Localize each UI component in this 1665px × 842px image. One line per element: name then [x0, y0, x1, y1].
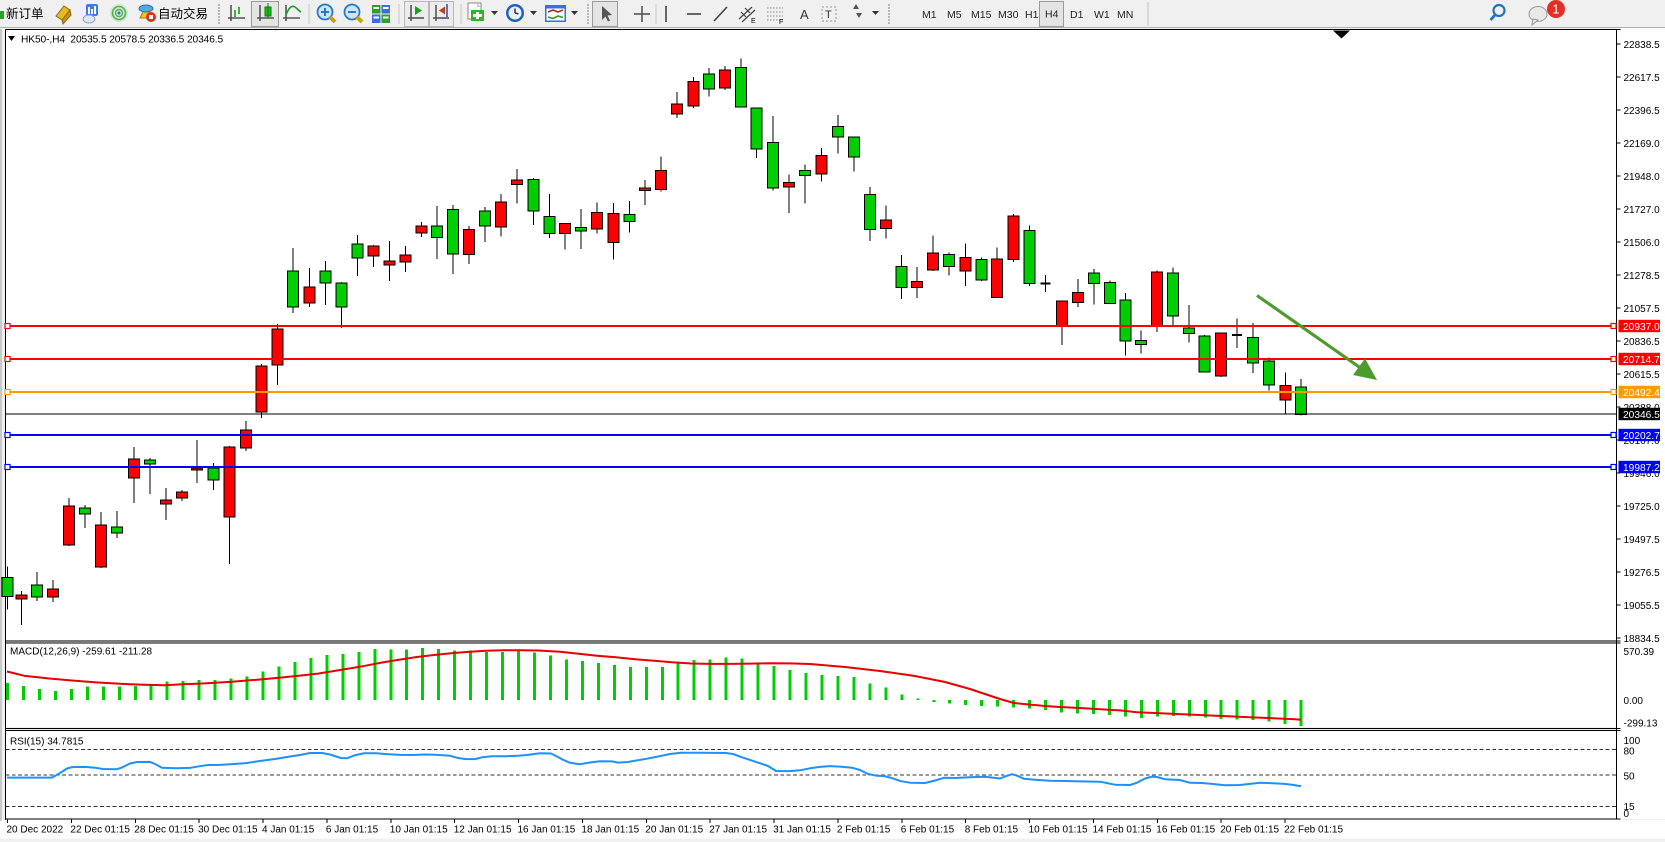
svg-text:20615.5: 20615.5 — [1624, 370, 1661, 381]
svg-text:14 Feb 01:15: 14 Feb 01:15 — [1093, 824, 1152, 835]
svg-text:19276.5: 19276.5 — [1624, 568, 1661, 579]
svg-text:21727.0: 21727.0 — [1624, 205, 1661, 216]
svg-text:28 Dec 01:15: 28 Dec 01:15 — [134, 824, 194, 835]
svg-text:6 Jan 01:15: 6 Jan 01:15 — [326, 824, 379, 835]
svg-text:W1: W1 — [1094, 9, 1110, 21]
svg-text:自动交易: 自动交易 — [158, 6, 208, 21]
svg-text:50: 50 — [1624, 772, 1636, 783]
svg-text:T: T — [825, 9, 832, 21]
svg-text:M1: M1 — [922, 9, 937, 21]
svg-text:570.39: 570.39 — [1624, 647, 1655, 658]
svg-text:20202.7: 20202.7 — [1623, 431, 1660, 442]
svg-text:20346.5: 20346.5 — [1623, 410, 1660, 421]
svg-text:22838.5: 22838.5 — [1624, 40, 1661, 51]
svg-text:22 Dec 01:15: 22 Dec 01:15 — [70, 824, 130, 835]
svg-text:12 Jan 01:15: 12 Jan 01:15 — [454, 824, 512, 835]
svg-text:A: A — [800, 7, 809, 22]
svg-text:1: 1 — [1553, 3, 1560, 17]
svg-text:D1: D1 — [1070, 9, 1084, 21]
svg-text:18 Jan 01:15: 18 Jan 01:15 — [581, 824, 639, 835]
svg-text:19725.0: 19725.0 — [1624, 502, 1661, 513]
svg-text:19946.0: 19946.0 — [1624, 469, 1661, 480]
svg-text:E: E — [751, 18, 756, 25]
svg-text:0: 0 — [1624, 809, 1630, 820]
svg-text:100: 100 — [1624, 736, 1641, 747]
svg-text:19055.5: 19055.5 — [1624, 601, 1661, 612]
svg-text:22617.5: 22617.5 — [1624, 73, 1661, 84]
svg-text:H4: H4 — [1045, 9, 1059, 21]
svg-text:19987.2: 19987.2 — [1623, 463, 1660, 474]
svg-text:4 Jan 01:15: 4 Jan 01:15 — [262, 824, 315, 835]
svg-text:-299.13: -299.13 — [1624, 719, 1658, 730]
svg-text:18834.5: 18834.5 — [1624, 634, 1661, 645]
svg-text:H1: H1 — [1025, 9, 1039, 21]
svg-text:M5: M5 — [947, 9, 962, 21]
svg-text:30 Dec 01:15: 30 Dec 01:15 — [198, 824, 258, 835]
svg-text:HK50-,H4 20535.5 20578.5 2033: HK50-,H4 20535.5 20578.5 20336.5 20346.5 — [21, 35, 224, 46]
svg-text:15: 15 — [1624, 802, 1636, 813]
svg-text:20 Dec 2022: 20 Dec 2022 — [7, 824, 64, 835]
svg-text:21278.5: 21278.5 — [1624, 271, 1661, 282]
svg-text:RSI(15) 34.7815: RSI(15) 34.7815 — [10, 737, 84, 748]
svg-text:21506.0: 21506.0 — [1624, 238, 1661, 249]
svg-text:MN: MN — [1117, 9, 1133, 21]
svg-text:21948.0: 21948.0 — [1624, 172, 1661, 183]
svg-text:F: F — [779, 19, 783, 26]
svg-text:10 Feb 01:15: 10 Feb 01:15 — [1029, 824, 1088, 835]
svg-text:M15: M15 — [971, 9, 992, 21]
svg-text:20836.5: 20836.5 — [1624, 337, 1661, 348]
svg-text:19497.5: 19497.5 — [1624, 535, 1661, 546]
svg-text:MACD(12,26,9) -259.61 -211.28: MACD(12,26,9) -259.61 -211.28 — [10, 647, 153, 658]
svg-text:22169.0: 22169.0 — [1624, 139, 1661, 150]
svg-text:6 Feb 01:15: 6 Feb 01:15 — [901, 824, 955, 835]
svg-text:20937.0: 20937.0 — [1623, 322, 1660, 333]
svg-text:16 Feb 01:15: 16 Feb 01:15 — [1156, 824, 1215, 835]
svg-text:22396.5: 22396.5 — [1624, 106, 1661, 117]
svg-text:16 Jan 01:15: 16 Jan 01:15 — [518, 824, 576, 835]
svg-text:20 Jan 01:15: 20 Jan 01:15 — [645, 824, 703, 835]
svg-text:22 Feb 01:15: 22 Feb 01:15 — [1284, 824, 1343, 835]
svg-text:M30: M30 — [998, 9, 1019, 21]
svg-text:10 Jan 01:15: 10 Jan 01:15 — [390, 824, 448, 835]
svg-text:新订单: 新订单 — [6, 6, 44, 21]
svg-text:20 Feb 01:15: 20 Feb 01:15 — [1220, 824, 1279, 835]
svg-text:8 Feb 01:15: 8 Feb 01:15 — [965, 824, 1019, 835]
svg-text:2 Feb 01:15: 2 Feb 01:15 — [837, 824, 891, 835]
svg-text:80: 80 — [1624, 747, 1636, 758]
svg-text:20167.0: 20167.0 — [1624, 436, 1661, 447]
svg-text:27 Jan 01:15: 27 Jan 01:15 — [709, 824, 767, 835]
svg-text:20714.7: 20714.7 — [1623, 355, 1660, 366]
svg-text:20492.4: 20492.4 — [1623, 388, 1660, 399]
svg-text:31 Jan 01:15: 31 Jan 01:15 — [773, 824, 831, 835]
svg-text:0.00: 0.00 — [1624, 696, 1644, 707]
svg-text:21057.5: 21057.5 — [1624, 304, 1661, 315]
